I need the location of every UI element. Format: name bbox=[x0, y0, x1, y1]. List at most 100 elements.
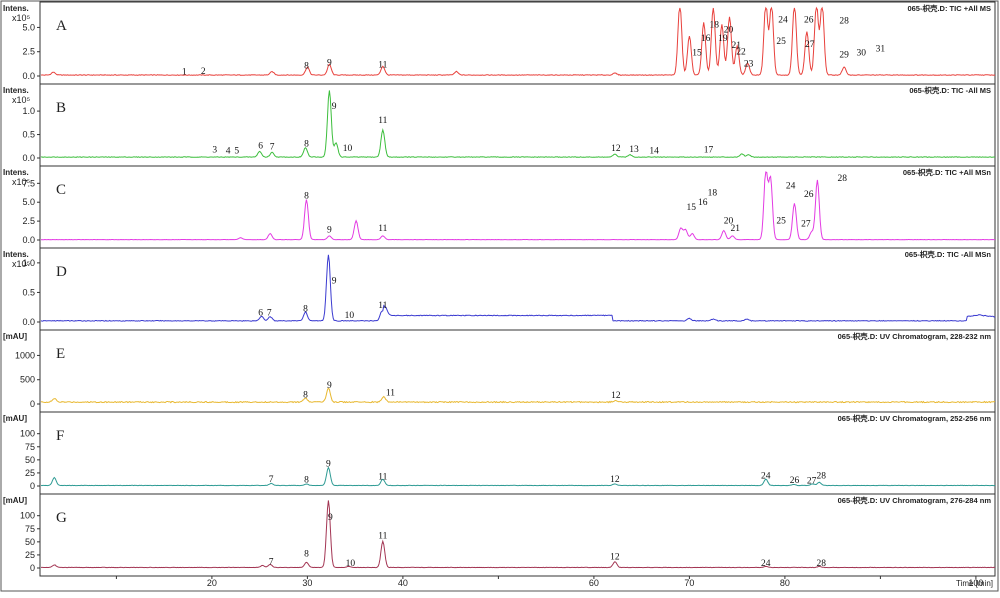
panel-title: 065-枳壳.D: TIC -All MSn bbox=[905, 249, 992, 259]
peak-label: 11 bbox=[386, 388, 395, 398]
peak-label: 20 bbox=[724, 216, 734, 226]
peak-label: 26 bbox=[804, 16, 814, 26]
trace-line bbox=[40, 171, 996, 241]
peak-label: 11 bbox=[378, 116, 387, 126]
y-tick-label: 7.5 bbox=[22, 178, 35, 188]
trace-line bbox=[40, 254, 996, 322]
peak-label: 21 bbox=[730, 224, 740, 234]
peak-label: 18 bbox=[709, 20, 719, 30]
y-tick-label: 5.0 bbox=[22, 197, 35, 207]
panel-letter: A bbox=[56, 18, 67, 34]
y-exponent-label: x10⁵ bbox=[12, 177, 31, 187]
y-tick-label: 1.0 bbox=[22, 258, 35, 268]
panel-letter: F bbox=[56, 428, 64, 444]
peak-label: 8 bbox=[304, 475, 309, 485]
panel-e: [mAU] 0 500 1000 E 065-枳壳.D: UV Chromatogram,… bbox=[3, 329, 996, 413]
trace-line bbox=[40, 466, 996, 487]
peak-label: 4 bbox=[226, 146, 231, 156]
peak-label: 7 bbox=[269, 475, 274, 485]
peak-label: 31 bbox=[876, 45, 886, 55]
panel-letter: B bbox=[56, 100, 66, 116]
y-tick-label: 0.0 bbox=[22, 153, 35, 163]
peak-label: 9 bbox=[332, 102, 337, 112]
peak-label: 15 bbox=[687, 203, 697, 213]
y-unit-label: [mAU] bbox=[3, 496, 27, 505]
panel-frame bbox=[39, 165, 996, 249]
panel-f: [mAU] 0 25 50 75 100 F 065-枳壳.D: UV Chromatogra… bbox=[3, 411, 996, 495]
panel-a: Intens.x10⁵ 0.0 2.5 5.0 A 065-枳壳.D: TIC +All … bbox=[3, 1, 996, 85]
peak-label: 24 bbox=[786, 182, 796, 192]
y-tick-label: 0.0 bbox=[22, 235, 35, 245]
x-tick-label: 20 bbox=[207, 578, 217, 588]
peak-label: 3 bbox=[212, 145, 217, 155]
peak-label: 29 bbox=[839, 51, 849, 61]
peak-label: 8 bbox=[304, 549, 309, 559]
y-exponent-label: x10⁵ bbox=[12, 13, 31, 23]
y-tick-label: 0 bbox=[30, 563, 35, 573]
peak-label: 9 bbox=[328, 513, 333, 523]
y-tick-label: 0.0 bbox=[22, 317, 35, 327]
peak-label: 11 bbox=[378, 532, 387, 542]
panel-frame bbox=[39, 411, 996, 495]
y-unit-label: Intens. bbox=[3, 250, 29, 259]
panel-frame bbox=[39, 247, 996, 331]
peak-label: 9 bbox=[327, 381, 332, 391]
peak-label: 24 bbox=[761, 472, 771, 482]
peak-label: 28 bbox=[816, 559, 826, 569]
panel-title: 065-枳壳.D: TIC -All MS bbox=[909, 85, 991, 95]
trace-line bbox=[41, 500, 995, 569]
panel-c: Intens.x10⁵ 0.0 2.5 5.0 7.5 C 065-枳壳.D: TIC +A… bbox=[3, 165, 996, 249]
panel-letter: C bbox=[56, 182, 66, 198]
peak-label: 10 bbox=[343, 144, 353, 154]
panel-letter: G bbox=[56, 510, 67, 526]
peak-label: 15 bbox=[692, 49, 702, 59]
panel-letter: D bbox=[56, 264, 67, 280]
peak-label: 12 bbox=[611, 144, 621, 154]
peak-label: 11 bbox=[378, 60, 387, 70]
peak-label: 10 bbox=[345, 311, 355, 321]
peak-label: 27 bbox=[801, 219, 811, 229]
y-tick-label: 75 bbox=[25, 442, 35, 452]
peak-label: 11 bbox=[378, 224, 387, 234]
y-tick-label: 5.0 bbox=[22, 22, 35, 32]
x-tick-label: 100 bbox=[968, 578, 983, 588]
peak-label: 8 bbox=[303, 304, 308, 314]
panel-g: [mAU] 0 25 50 75 100 G 065-枳壳.D: UV Chromatogra… bbox=[3, 493, 996, 577]
panel-b: Intens.x10⁵ 0.0 0.5 1.0 B 065-枳壳.D: TIC -All … bbox=[3, 83, 996, 167]
peak-label: 7 bbox=[269, 557, 274, 567]
y-tick-label: 50 bbox=[25, 455, 35, 465]
x-tick-label: 60 bbox=[589, 578, 599, 588]
panel-letter: E bbox=[56, 346, 65, 362]
y-unit-label: Intens. bbox=[3, 168, 29, 177]
y-tick-label: 100 bbox=[20, 429, 35, 439]
peak-label: 28 bbox=[837, 174, 847, 184]
x-axis-label: Time [min] bbox=[956, 579, 993, 588]
peak-label: 6 bbox=[258, 308, 263, 318]
peak-label: 17 bbox=[704, 145, 714, 155]
y-tick-label: 1000 bbox=[15, 350, 35, 360]
y-tick-label: 2.5 bbox=[22, 216, 35, 226]
peak-label: 9 bbox=[327, 58, 332, 68]
peak-label: 12 bbox=[611, 391, 621, 401]
peak-label: 8 bbox=[304, 139, 309, 149]
peak-label: 8 bbox=[304, 191, 309, 201]
x-tick-label: 40 bbox=[398, 578, 408, 588]
peak-label: 5 bbox=[234, 146, 239, 156]
peak-label: 8 bbox=[303, 391, 308, 401]
y-unit-label: Intens. bbox=[3, 4, 29, 13]
y-tick-label: 500 bbox=[20, 375, 35, 385]
y-tick-label: 0.5 bbox=[22, 130, 35, 140]
panel-title: 065-枳壳.D: UV Chromatogram, 276-284 nm bbox=[838, 495, 992, 505]
peak-label: 28 bbox=[839, 17, 849, 27]
y-tick-label: 0 bbox=[30, 481, 35, 491]
y-tick-label: 25 bbox=[25, 550, 35, 560]
peak-label: 27 bbox=[805, 40, 815, 50]
y-exponent-label: x10⁵ bbox=[12, 95, 31, 105]
panel-title: 065-枳壳.D: UV Chromatogram, 252-256 nm bbox=[838, 413, 992, 423]
peak-label: 10 bbox=[346, 559, 356, 569]
peak-label: 27 bbox=[807, 476, 817, 486]
y-tick-label: 75 bbox=[25, 524, 35, 534]
peak-label: 9 bbox=[332, 277, 337, 287]
peak-label: 14 bbox=[649, 146, 659, 156]
